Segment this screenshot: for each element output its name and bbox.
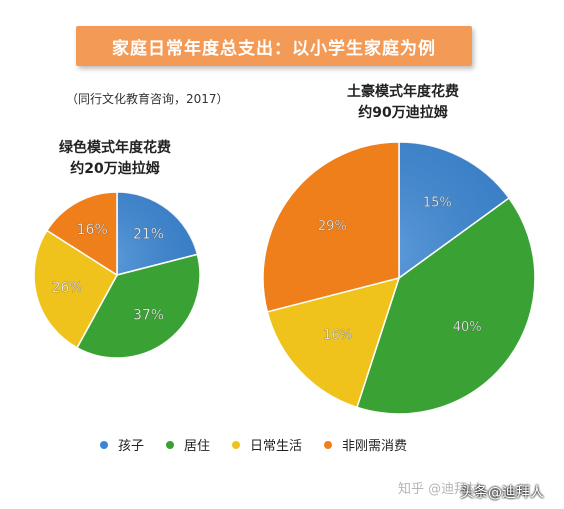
small-pie-subtitle-line: 约20万迪拉姆	[70, 161, 160, 177]
pie0-label-housing: 37%	[133, 308, 164, 324]
pie1-label-children: 15%	[423, 195, 452, 210]
legend-item-children: 孩子	[100, 435, 144, 454]
pie0-slice-housing	[75, 253, 201, 359]
legend-label-children: 孩子	[118, 439, 145, 454]
pie1-label-daily-life: 16%	[323, 328, 352, 343]
big-pie-title: 土豪模式年度花费 约90万迪拉姆	[323, 82, 483, 124]
zhihu-watermark: 知乎 @迪拜村	[398, 482, 481, 497]
pie1-slice-daily-life	[266, 276, 401, 409]
legend-dot-children	[100, 440, 108, 449]
pie1-label-housing: 40%	[453, 320, 482, 335]
legend-label-housing: 居住	[184, 439, 211, 454]
legend-dot-daily-life	[232, 440, 241, 449]
small-pie-title: 绿色模式年度花费 约20万迪拉姆	[40, 138, 190, 180]
legend-label-daily-life: 日常生活	[250, 439, 303, 454]
small-pie: 21% 37% 26% 16%	[33, 191, 201, 359]
chart-header-title: 家庭日常年度总支出：以小学生家庭为例	[76, 26, 472, 66]
pie0-label-children: 21%	[133, 226, 164, 242]
pie0-slice-daily-life	[33, 229, 118, 349]
big-pie-title-line: 土豪模式年度花费	[347, 84, 459, 100]
pie1-slice-housing	[356, 197, 536, 415]
toutiao-watermark: 头条@迪拜人	[460, 485, 544, 501]
big-pie: 15% 40% 16% 29%	[262, 141, 536, 415]
small-pie-title-line: 绿色模式年度花费	[59, 140, 171, 156]
pie0-label-non-essential: 16%	[77, 222, 108, 238]
legend-label-non-essential: 非刚需消费	[342, 439, 408, 454]
pie0-label-daily-life: 26%	[52, 280, 83, 296]
pie0-slice-non-essential	[45, 191, 118, 277]
source-note: （同行文化教育咨询，2017）	[66, 92, 229, 106]
pie1-label-non-essential: 29%	[318, 219, 347, 234]
legend: 孩子 居住 日常生活 非刚需消费	[100, 435, 429, 454]
pie1-slice-non-essential	[262, 141, 400, 313]
big-pie-subtitle-line: 约90万迪拉姆	[358, 105, 448, 121]
legend-dot-non-essential	[324, 440, 333, 449]
legend-dot-housing	[166, 440, 175, 449]
legend-item-housing: 居住	[166, 435, 210, 454]
legend-item-daily-life: 日常生活	[232, 435, 302, 454]
legend-item-non-essential: 非刚需消费	[324, 435, 407, 454]
